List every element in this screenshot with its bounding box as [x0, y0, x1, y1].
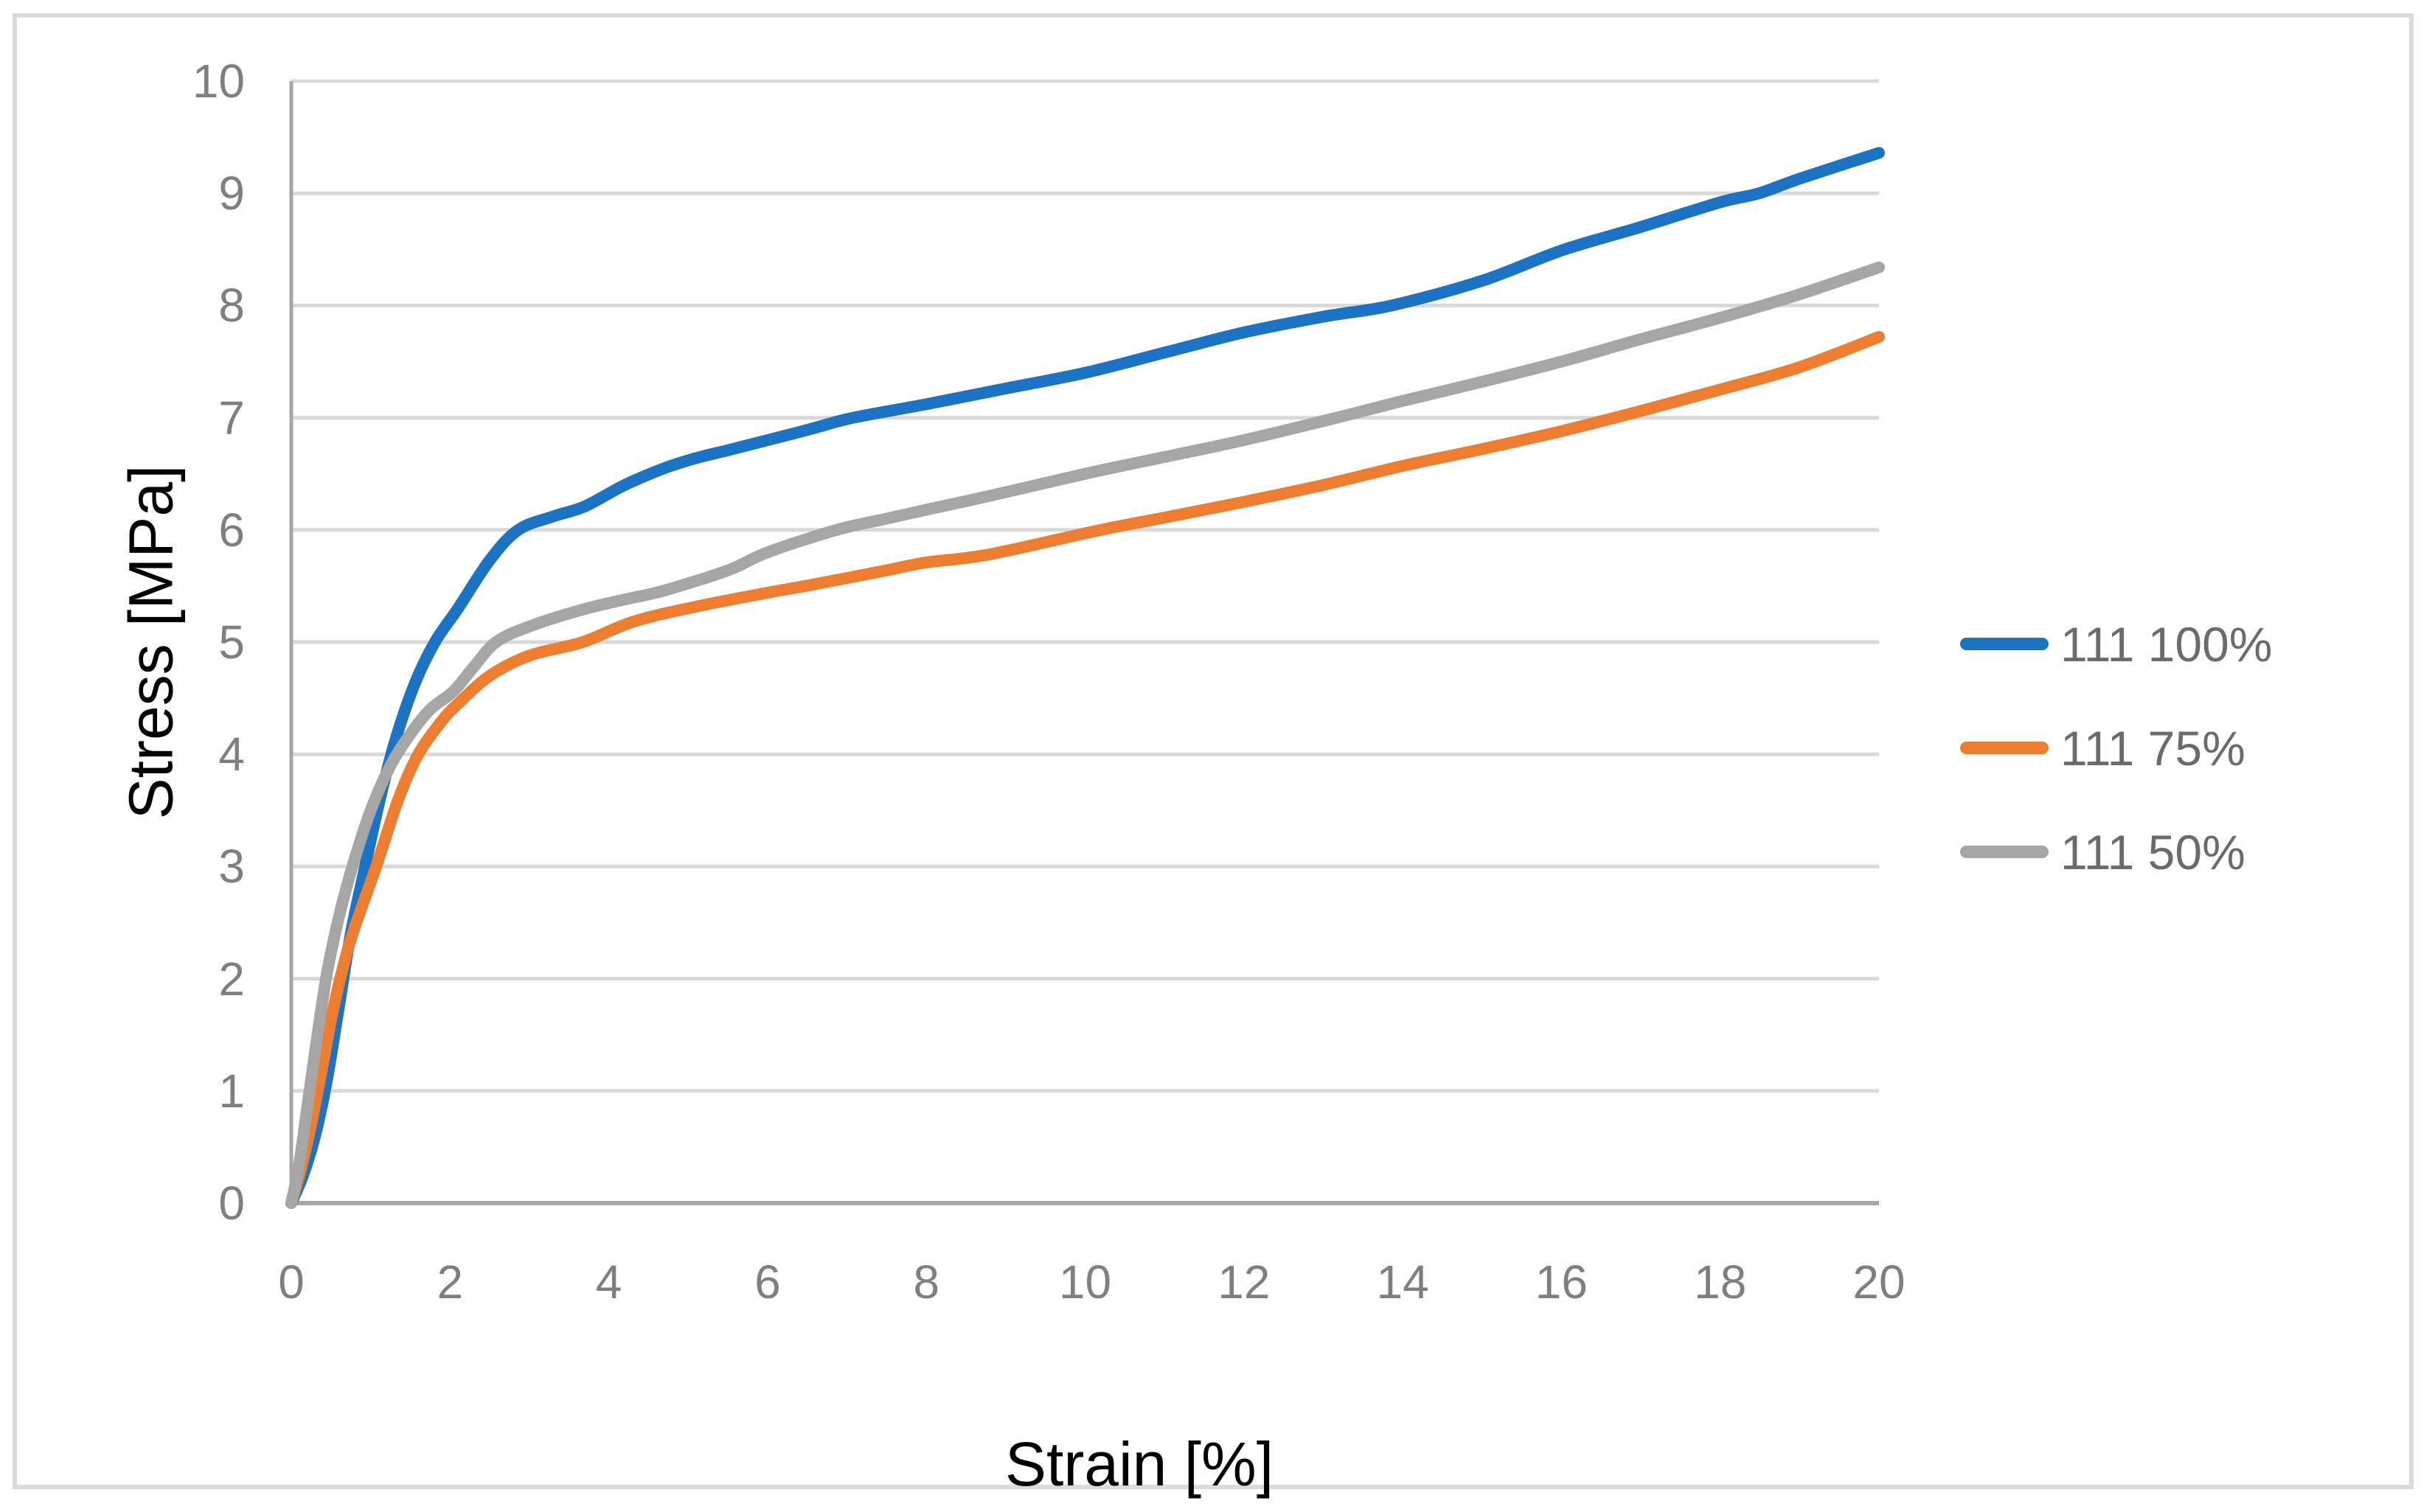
legend-item-3: 111 50% [1960, 800, 2272, 904]
x-tick-label-10: 10 [1058, 1255, 1112, 1309]
y-tick-label-10: 10 [192, 55, 245, 108]
legend-label: 111 100% [2060, 616, 2273, 672]
x-tick-label-4: 4 [595, 1255, 622, 1309]
legend-label: 111 75% [2060, 720, 2245, 776]
figure-border-frame [13, 13, 2414, 1489]
x-tick-label-6: 6 [754, 1255, 781, 1309]
y-tick-label-5: 5 [218, 616, 245, 669]
y-tick-label-4: 4 [218, 728, 245, 781]
chart-legend: 111 100% 111 75% 111 50% [1960, 592, 2272, 904]
y-tick-label-9: 9 [218, 167, 245, 220]
y-tick-label-7: 7 [218, 391, 245, 445]
y-tick-label-1: 1 [218, 1064, 245, 1118]
series-line-111-50 [285, 261, 1885, 1209]
x-axis-title: Strain [%] [1004, 1429, 1274, 1499]
x-tick-label-14: 14 [1376, 1255, 1429, 1309]
x-tick-label-16: 16 [1535, 1255, 1588, 1309]
legend-swatch-icon [1960, 846, 2049, 858]
legend-swatch-icon [1960, 638, 2049, 650]
y-tick-label-3: 3 [218, 840, 245, 893]
x-tick-label-20: 20 [1852, 1255, 1906, 1309]
y-tick-label-2: 2 [218, 952, 245, 1006]
y-tick-label-0: 0 [218, 1177, 245, 1230]
legend-label: 111 50% [2060, 824, 2245, 879]
x-tick-label-8: 8 [913, 1255, 939, 1309]
x-tick-label-18: 18 [1694, 1255, 1747, 1309]
legend-item-1: 111 100% [1960, 592, 2272, 696]
series-line-111-75 [285, 331, 1885, 1209]
legend-swatch-icon [1960, 742, 2049, 754]
y-tick-label-8: 8 [218, 279, 245, 332]
legend-item-2: 111 75% [1960, 696, 2272, 800]
x-tick-label-0: 0 [278, 1255, 305, 1309]
y-tick-label-6: 6 [218, 503, 245, 557]
series-line-111-100 [285, 147, 1885, 1209]
x-tick-label-12: 12 [1218, 1255, 1271, 1309]
x-tick-label-2: 2 [437, 1255, 464, 1309]
